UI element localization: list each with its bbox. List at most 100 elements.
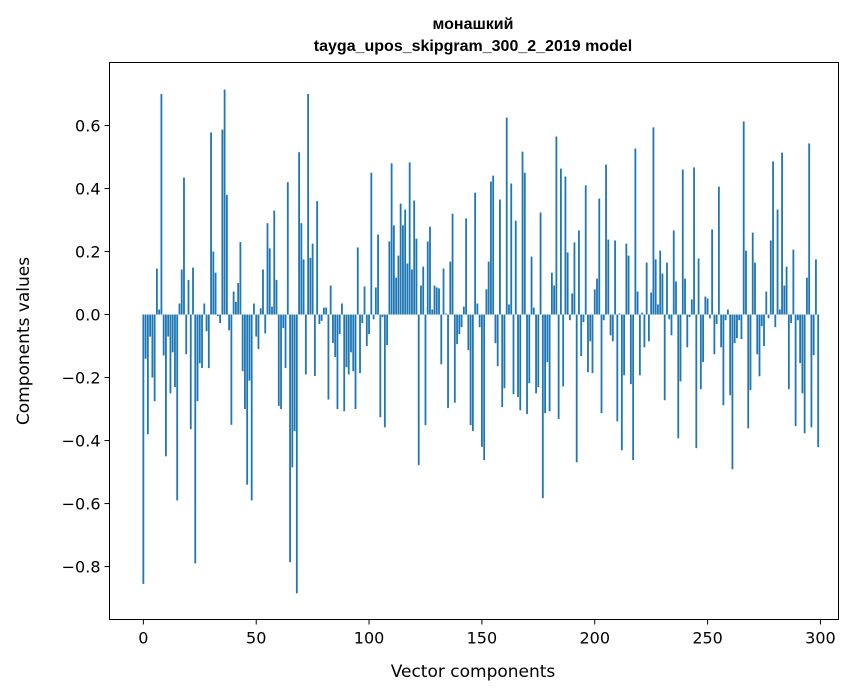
x-tick-label: 50 [246, 629, 266, 648]
bar-295 [808, 143, 811, 315]
bar-167 [519, 314, 522, 411]
bar-275 [763, 314, 765, 347]
bar-75 [311, 243, 314, 315]
bar-87 [338, 314, 341, 335]
bar-274 [760, 314, 763, 327]
bar-200 [593, 289, 596, 315]
bar-267 [745, 250, 747, 315]
bar-84 [332, 314, 334, 343]
bar-26 [201, 314, 203, 369]
bar-192 [575, 314, 578, 463]
bar-7 [158, 309, 161, 315]
bar-35 [221, 129, 224, 315]
bar-146 [471, 314, 474, 432]
bar-116 [404, 209, 407, 315]
bar-289 [794, 314, 797, 427]
bar-76 [313, 314, 316, 376]
x-tick-label: 250 [692, 629, 723, 648]
bar-139 [456, 314, 458, 345]
bar-37 [225, 194, 228, 315]
bar-119 [411, 269, 413, 315]
bar-53 [262, 269, 264, 315]
bar-15 [176, 314, 179, 501]
bar-218 [634, 148, 637, 315]
bar-250 [706, 298, 709, 315]
y-tick-label: −0.6 [62, 495, 101, 514]
bar-241 [686, 314, 689, 348]
bar-269 [749, 314, 752, 391]
bar-219 [636, 291, 639, 315]
bar-64 [286, 182, 289, 315]
bar-265 [740, 314, 743, 340]
bar-100 [368, 314, 370, 335]
bar-251 [708, 314, 711, 319]
bar-50 [255, 314, 258, 337]
bar-224 [648, 314, 650, 342]
bar-106 [381, 314, 384, 318]
bar-9 [162, 314, 165, 356]
bar-127 [429, 226, 431, 315]
bar-20 [187, 279, 190, 315]
bar-38 [228, 314, 231, 331]
bar-240 [684, 278, 686, 315]
bar-236 [675, 281, 677, 315]
bar-129 [433, 285, 436, 315]
bar-6 [155, 268, 158, 315]
bar-24 [196, 314, 199, 402]
bar-210 [616, 314, 619, 422]
bar-164 [512, 314, 515, 395]
bar-287 [790, 314, 793, 324]
bar-62 [282, 314, 285, 329]
bar-66 [291, 314, 294, 468]
bar-159 [501, 314, 504, 408]
bar-39 [230, 314, 233, 425]
bar-290 [796, 314, 799, 321]
bar-111 [392, 225, 395, 315]
x-axis-label: Vector components [391, 662, 556, 682]
bar-212 [620, 314, 623, 451]
bar-132 [440, 314, 443, 365]
bar-150 [480, 314, 483, 447]
bar-117 [406, 263, 409, 315]
bar-118 [408, 162, 411, 315]
y-tick-label: −0.4 [62, 432, 101, 451]
bar-123 [420, 285, 422, 315]
bar-186 [562, 314, 565, 387]
bar-232 [666, 262, 668, 315]
bar-237 [677, 314, 680, 439]
bar-165 [514, 220, 517, 315]
bar-277 [767, 314, 770, 319]
bar-98 [363, 286, 366, 315]
bar-107 [383, 314, 386, 428]
bar-93 [352, 314, 355, 372]
bar-226 [652, 127, 655, 315]
bar-120 [413, 200, 416, 315]
bar-54 [264, 314, 267, 334]
bar-126 [426, 241, 429, 315]
bar-28 [205, 314, 208, 332]
bar-258 [724, 314, 727, 321]
plot-frame [109, 62, 839, 620]
bar-14 [174, 314, 176, 387]
bar-168 [521, 151, 524, 315]
bar-261 [731, 314, 734, 470]
bar-77 [316, 201, 319, 315]
bar-199 [591, 314, 594, 374]
bar-242 [688, 314, 691, 318]
bar-59 [275, 279, 278, 315]
bar-74 [309, 257, 312, 315]
bar-151 [483, 314, 486, 461]
bar-30 [210, 132, 212, 315]
bar-211 [618, 313, 621, 315]
bar-254 [715, 314, 718, 324]
bar-288 [792, 249, 795, 315]
bar-81 [325, 307, 328, 315]
bar-152 [485, 289, 488, 315]
bar-68 [295, 314, 298, 594]
bar-17 [180, 269, 183, 315]
y-tick-label: 0.4 [75, 180, 100, 199]
bar-3 [149, 314, 152, 337]
bar-281 [776, 209, 779, 315]
bar-160 [503, 314, 506, 389]
bar-112 [395, 277, 398, 315]
